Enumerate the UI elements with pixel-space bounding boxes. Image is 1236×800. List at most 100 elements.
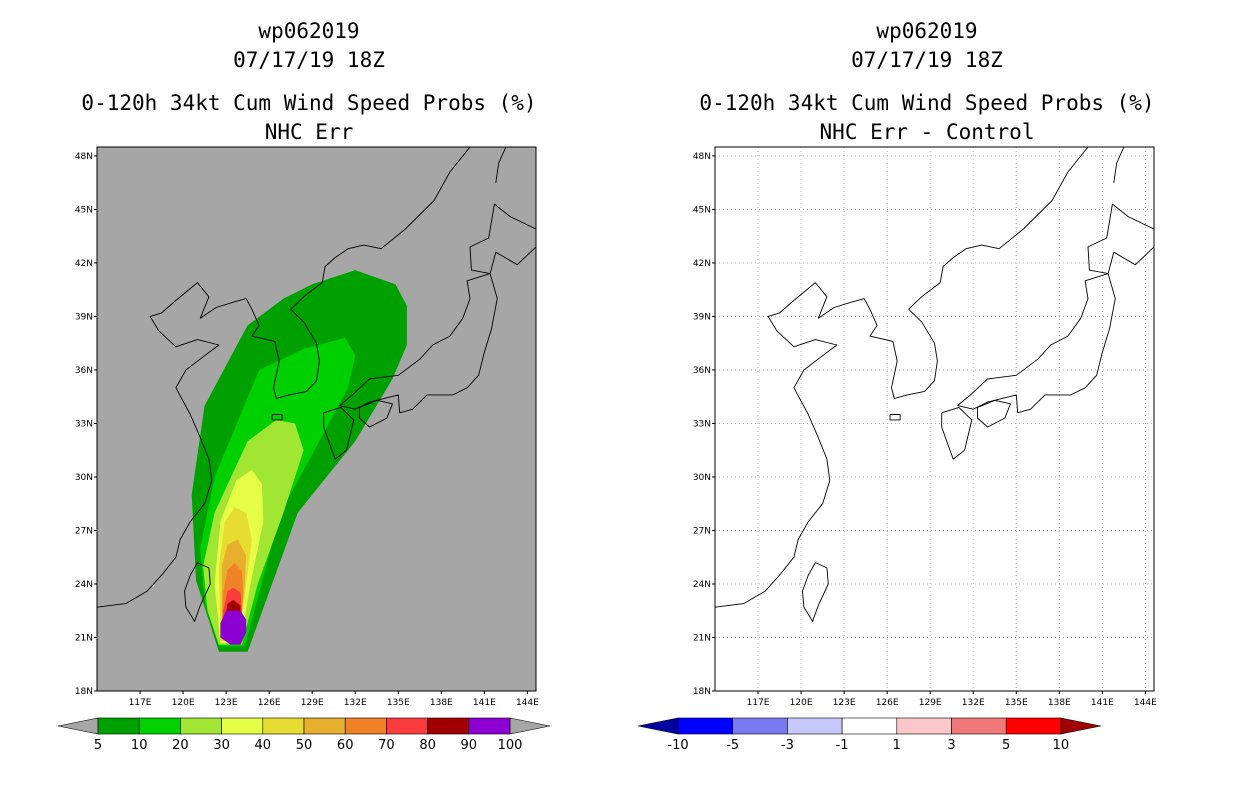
lon-label: 138E [1048,698,1071,708]
colorbar-swatch [732,717,788,735]
lon-label: 132E [962,698,985,708]
colorbar-label: 10 [131,738,148,753]
coastline-russia [334,147,471,258]
colorbar-swatch [262,717,305,735]
colorbar-high-arrow [509,717,551,735]
lat-label: 30N [75,473,93,483]
lon-label: 123E [215,698,238,708]
lat-label: 33N [693,419,711,429]
lon-label: 117E [747,698,770,708]
colorbar-swatch [180,717,222,735]
colorbar-label: -10 [667,738,688,753]
coastline-kyushu [323,406,355,460]
colorbar-label: 5 [94,738,102,753]
lat-label: 27N [693,526,711,536]
colorbar-label: -1 [836,738,849,753]
lon-label: 126E [258,698,281,708]
coastline-sakhalin [1113,147,1125,183]
colorbar-low-arrow [637,717,679,735]
coastline-russia [952,147,1089,258]
colorbar-swatch [427,717,470,735]
coastline-korea [863,257,954,399]
coastline-korea [245,257,336,399]
colorbar-label: 1 [893,738,901,753]
difference-colorbar: -10 -5 -3 -1 1 3 5 10 [637,717,1101,753]
lon-label: 126E [876,698,899,708]
colorbar-high-arrow [1060,717,1101,735]
colorbar-label: 50 [296,738,313,753]
coastline-kyushu [941,406,973,460]
lon-label: 144E [1134,698,1157,708]
lat-label: 18N [693,687,711,697]
lat-label: 24N [693,580,711,590]
lon-label: 129E [919,698,942,708]
coastline-honshu [339,273,498,414]
coastline-hokkaido [1087,203,1154,275]
lon-label: 144E [516,698,539,708]
colorbar-label: 20 [172,738,189,753]
coastline-shikoku [977,399,1011,428]
right-panel: wp062019 07/17/19 18Z 0-120h 34kt Cum Wi… [618,0,1236,800]
lon-label: 141E [1091,698,1114,708]
lat-label: 48N [693,152,711,162]
colorbar-swatch [951,717,1007,735]
lat-label: 21N [693,633,711,643]
lat-label: 42N [75,259,93,269]
colorbar-swatch [221,717,264,735]
lat-label: 36N [693,366,711,376]
colorbar-label: 100 [498,738,523,753]
colorbar-label: -5 [726,738,739,753]
coastline-jeju [889,414,901,421]
coastline-taiwan [184,562,211,622]
lat-label: 48N [75,152,93,162]
colorbar-label: 30 [213,738,230,753]
difference-map: 48N 45N 42N 39N 36N 33N 30N 27N 24N 21N 18N 117E 120… [693,146,1157,708]
coastline-china-coast [715,282,865,608]
lat-label: 45N [693,205,711,215]
lon-label: 117E [129,698,152,708]
datetime: 07/17/19 18Z [851,48,1003,72]
map-frame [96,146,537,692]
coastline-taiwan [802,562,829,622]
colorbar-swatch [386,717,428,735]
chart-subtitle: NHC Err [264,120,354,144]
lat-label: 45N [75,205,93,215]
lat-label: 36N [75,366,93,376]
coastline-sakhalin [495,147,507,183]
chart-title: 0-120h 34kt Cum Wind Speed Probs (%) [699,91,1155,115]
lat-label: 30N [693,473,711,483]
storm-id: wp062019 [876,19,978,43]
probability-map: 48N 45N 42N 39N 36N 33N 30N 27N 24N 21N 18N 117E 120… [75,146,539,708]
lon-label: 129E [301,698,324,708]
colorbar-label: 40 [255,738,272,753]
colorbar-swatch [677,717,734,735]
colorbar-swatch [344,717,387,735]
coastline-jeju [271,414,283,421]
storm-id: wp062019 [258,19,360,43]
lat-label: 18N [75,687,93,697]
lat-label: 33N [75,419,93,429]
colorbar-label: -3 [781,738,794,753]
colorbar-label: 5 [1002,738,1010,753]
lon-label: 141E [473,698,496,708]
lon-label: 120E [172,698,195,708]
colorbar-label: 3 [947,738,955,753]
colorbar-label: 60 [337,738,354,753]
colorbar-swatch [1005,717,1062,735]
lon-label: 138E [430,698,453,708]
datetime: 07/17/19 18Z [233,48,385,72]
probability-colorbar: 5 10 20 30 40 50 60 70 80 90 100 [57,717,551,753]
colorbar-label: 80 [419,738,436,753]
lat-label: 39N [693,312,711,322]
colorbar-low-arrow [57,717,99,735]
lat-label: 24N [75,580,93,590]
map-frame [714,146,1155,692]
colorbar-label: 90 [461,738,478,753]
colorbar-swatch [787,717,843,735]
colorbar-swatch [468,717,511,735]
lat-label: 21N [75,633,93,643]
chart-title: 0-120h 34kt Cum Wind Speed Probs (%) [81,91,537,115]
coastline-honshu [957,273,1116,414]
map-background [715,147,1154,691]
lon-label: 123E [833,698,856,708]
